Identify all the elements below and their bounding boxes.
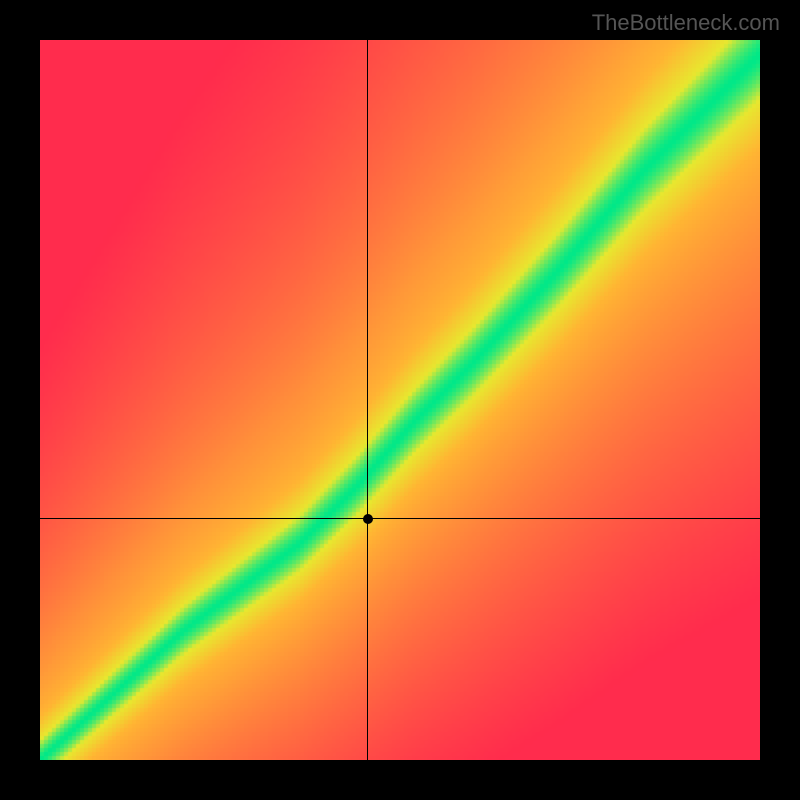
heatmap-plot bbox=[40, 40, 760, 760]
root: TheBottleneck.com bbox=[0, 0, 800, 800]
heatmap-canvas bbox=[40, 40, 760, 760]
watermark-text: TheBottleneck.com bbox=[592, 10, 780, 36]
